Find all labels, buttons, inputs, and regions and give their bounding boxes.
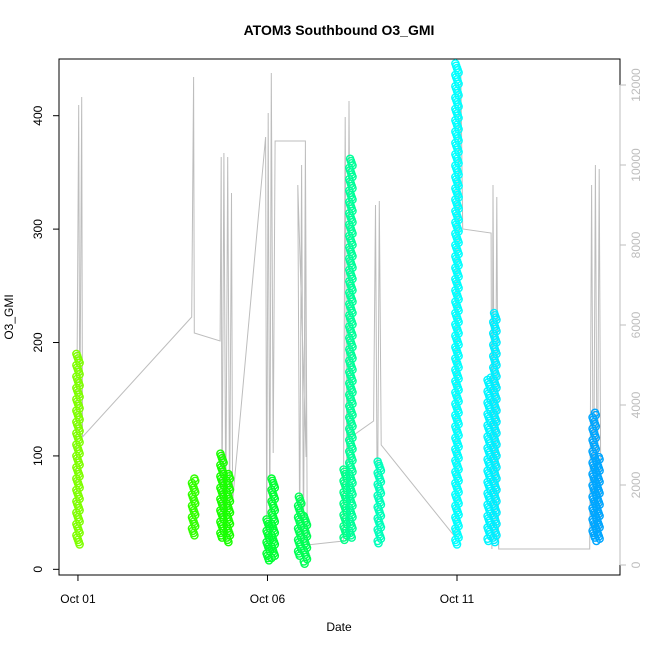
- y-tick-label: 400: [31, 105, 45, 125]
- data-point: [451, 59, 460, 68]
- y2-tick-label: 6000: [629, 311, 643, 338]
- y-axis-left: 0 100 200 300 400: [31, 105, 60, 573]
- x-tick-label: Oct 01: [60, 592, 96, 606]
- y2-tick-label: 10000: [629, 148, 643, 182]
- y2-tick-label: 12000: [629, 68, 643, 102]
- y2-tick-label: 0: [629, 561, 643, 568]
- series-column-3: [222, 469, 235, 547]
- series-column-5: [267, 474, 280, 563]
- data-point: [267, 474, 276, 483]
- data-point: [345, 154, 355, 164]
- series-column-2: [216, 449, 228, 542]
- y-axis-right: 0 2000 4000 6000 8000 10000 12000: [619, 68, 643, 568]
- series-column-6: [293, 492, 306, 561]
- y2-tick-label: 4000: [629, 391, 643, 418]
- data-point: [299, 511, 309, 521]
- data-point: [294, 492, 304, 502]
- series-column-9: [344, 154, 357, 542]
- data-point: [594, 452, 604, 462]
- data-point: [373, 457, 383, 466]
- y-tick-label: 200: [31, 332, 45, 352]
- data-point: [224, 469, 233, 479]
- data-point: [590, 408, 600, 418]
- x-tick-label: Oct 06: [250, 592, 286, 606]
- altitude-trace: [75, 72, 602, 550]
- chart-title: ATOM3 Southbound O3_GMI: [244, 22, 435, 38]
- data-point: [190, 474, 199, 483]
- series-column-11: [451, 59, 463, 549]
- x-tick-label: Oct 11: [440, 592, 475, 606]
- data-point: [489, 308, 499, 318]
- series-column-0: [72, 349, 84, 549]
- data-point: [339, 465, 348, 474]
- data-point: [72, 349, 81, 359]
- series-column-1: [187, 474, 200, 540]
- series-column-7: [299, 511, 312, 569]
- x-axis: Oct 01 Oct 06 Oct 11: [60, 574, 475, 606]
- y-tick-label: 0: [31, 566, 45, 573]
- y-tick-label: 100: [31, 446, 45, 466]
- data-point: [216, 449, 225, 459]
- y-tick-label: 300: [31, 219, 45, 239]
- y-axis-label: O3_GMI: [2, 294, 16, 339]
- series-column-10: [373, 457, 386, 548]
- y2-tick-label: 2000: [629, 471, 643, 498]
- altitude-line: [75, 72, 602, 550]
- y2-tick-label: 8000: [629, 231, 643, 258]
- x-axis-label: Date: [326, 620, 352, 634]
- series-column-13: [488, 308, 501, 547]
- data-series: [72, 59, 604, 569]
- series-column-15: [592, 452, 604, 546]
- plot-frame: [58, 58, 621, 576]
